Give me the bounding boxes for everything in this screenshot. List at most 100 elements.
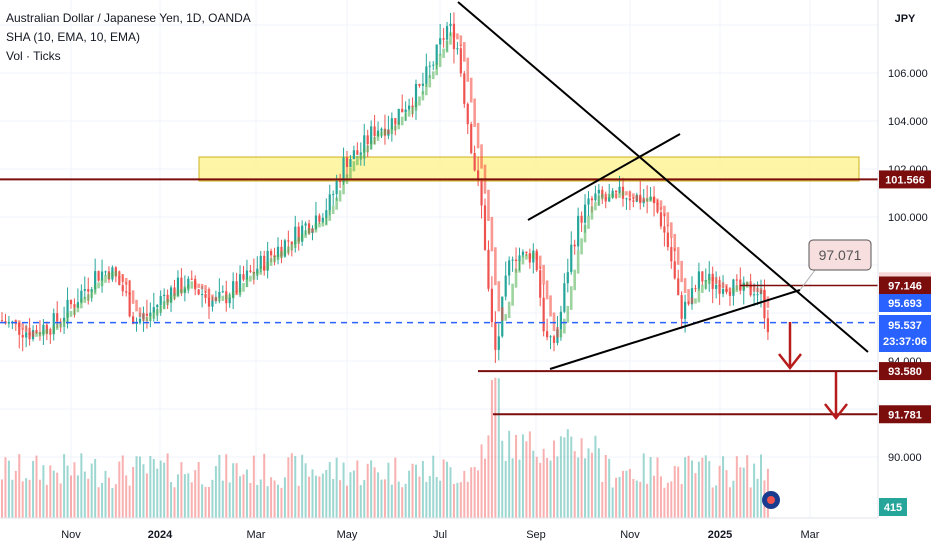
sha-bar — [438, 53, 442, 67]
tag-97-146-bg — [879, 276, 931, 295]
volume-bar — [377, 472, 380, 518]
candle-body — [207, 297, 211, 307]
candle-body — [363, 135, 366, 153]
volume-bar — [221, 480, 224, 518]
candle-body — [508, 260, 511, 276]
candle-body — [442, 38, 445, 40]
candle-body — [518, 255, 521, 262]
volume-bar — [732, 480, 735, 518]
volume-bar — [656, 457, 659, 518]
x-tick-label: Mar — [247, 529, 266, 541]
sha-bar — [314, 223, 318, 233]
candle-body — [394, 118, 397, 125]
candle-body — [659, 212, 663, 227]
volume-bar — [635, 480, 638, 518]
volume-bar — [63, 454, 66, 518]
candle-body — [511, 259, 514, 261]
candle-body — [370, 126, 373, 145]
candle-body — [559, 311, 562, 330]
volume-bar — [25, 478, 28, 518]
volume-bar — [411, 463, 414, 518]
volume-bar — [697, 461, 700, 518]
volume-bar — [442, 459, 445, 518]
sha-bar — [107, 272, 111, 279]
flag-icon-dot — [767, 496, 775, 504]
candle-body — [625, 198, 628, 200]
sha-bar — [231, 291, 235, 299]
volume-bar — [559, 436, 562, 518]
candle-body — [408, 105, 411, 110]
sha-bar — [704, 280, 708, 289]
volume-bar — [273, 480, 276, 518]
volume-bar — [383, 479, 386, 518]
volume-bar — [525, 441, 528, 518]
indicator-label[interactable]: SHA (10, EMA, 10, EMA) — [6, 30, 141, 44]
sha-bar — [400, 116, 404, 126]
candle-body — [590, 198, 594, 201]
sha-bar — [304, 230, 307, 238]
volume-bar — [418, 476, 421, 518]
candle-body — [176, 277, 180, 296]
volume-bar — [339, 480, 342, 518]
candle-body — [301, 225, 304, 242]
volume-bar — [356, 460, 359, 518]
sha-bar — [276, 254, 280, 260]
sha-bar — [542, 264, 545, 285]
sha-bar — [86, 294, 90, 301]
sha-bar — [687, 289, 690, 302]
sha-bar — [711, 277, 714, 282]
volume-bar — [42, 465, 45, 518]
x-tick-label: Nov — [61, 529, 81, 541]
sha-bar — [518, 260, 521, 273]
candle-body — [490, 288, 493, 323]
volume-bar — [739, 467, 742, 518]
volume-bar — [256, 484, 259, 518]
sha-bar — [162, 301, 166, 310]
volume-bar — [32, 460, 35, 518]
candle-body — [597, 189, 600, 194]
volume-label[interactable]: Vol · Ticks — [6, 49, 61, 63]
volume-bar — [280, 487, 283, 518]
sha-bar — [759, 288, 763, 294]
volume-bar — [473, 466, 476, 518]
candle-body — [238, 274, 242, 293]
volume-bar — [725, 470, 728, 518]
candle-body — [580, 215, 583, 223]
sha-bar — [642, 197, 645, 202]
candle-body — [156, 305, 159, 308]
volume-bar — [415, 464, 417, 518]
volume-bar — [535, 456, 538, 518]
volume-bar — [242, 474, 245, 518]
volume-bar — [4, 457, 7, 518]
candle-body — [563, 283, 566, 312]
sha-bar — [559, 329, 563, 338]
sha-bar — [121, 273, 125, 282]
volume-bar — [608, 458, 611, 518]
candle-body — [577, 215, 580, 247]
sha-bar — [352, 161, 356, 172]
volume-bar — [176, 474, 179, 518]
volume-bar — [7, 460, 10, 518]
sha-bar — [466, 57, 470, 82]
sha-bar — [397, 121, 401, 130]
candle-body — [539, 270, 542, 298]
candle-body — [525, 251, 528, 254]
volume-bar — [208, 486, 210, 518]
volume-bar — [532, 450, 535, 518]
volume-bar — [211, 479, 214, 518]
sha-bar — [28, 327, 31, 336]
sha-bar — [404, 112, 407, 121]
symbol-title[interactable]: Australian Dollar / Japanese Yen, 1D, OA… — [6, 11, 251, 25]
candle-body — [221, 291, 224, 293]
sha-bar — [307, 228, 311, 235]
sha-bar — [135, 299, 138, 312]
sha-bar — [152, 311, 156, 319]
candle-body — [477, 170, 480, 181]
sha-bar — [383, 129, 387, 136]
time-axis[interactable]: Nov 2024 Mar May Jul Sep Nov 2025 Mar — [0, 491, 878, 541]
price-axis[interactable]: JPY106.000104.000102.000100.00094.00090.… — [877, 0, 932, 550]
volume-bar — [370, 460, 373, 518]
volume-bar — [314, 475, 317, 518]
candle-body — [173, 287, 176, 296]
